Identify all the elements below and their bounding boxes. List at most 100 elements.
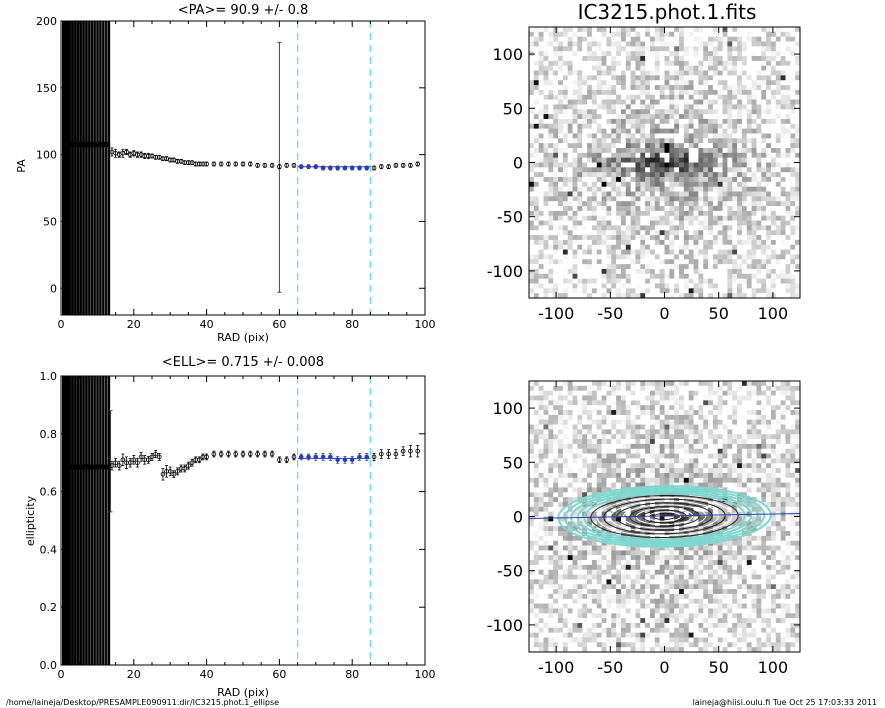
image-pixel — [611, 123, 617, 130]
image-pixel — [727, 419, 733, 425]
image-pixel — [708, 118, 714, 125]
image-pixel — [572, 60, 578, 67]
image-pixel — [654, 210, 661, 217]
image-pixel — [567, 429, 573, 435]
image-pixel — [785, 147, 791, 154]
image-pixel — [703, 273, 709, 280]
image-pixel — [553, 65, 559, 71]
image-pixel — [751, 56, 757, 62]
image-pixel — [751, 293, 757, 299]
image-pixel — [596, 385, 602, 392]
image-pixel — [572, 429, 578, 435]
image-pixel — [746, 196, 753, 202]
image-pixel — [630, 56, 636, 62]
data-point — [262, 163, 268, 168]
image-pixel — [553, 288, 559, 294]
image-pixel — [606, 51, 612, 57]
image-pixel — [558, 186, 564, 192]
image-pixel — [669, 143, 675, 149]
image-pixel — [582, 133, 588, 139]
image-pixel — [698, 239, 704, 246]
image-pixel — [674, 133, 680, 139]
data-point — [226, 451, 231, 457]
image-pixel — [548, 225, 554, 231]
image-pixel — [790, 215, 796, 221]
image-pixel — [688, 472, 694, 479]
image-pixel — [538, 235, 544, 241]
data-point — [153, 451, 158, 457]
image-pixel — [562, 196, 569, 202]
image-pixel — [679, 114, 685, 120]
image-pixel — [727, 385, 733, 392]
image-pixel — [640, 46, 646, 52]
image-pixel — [587, 482, 593, 488]
image-pixel — [606, 254, 612, 260]
image-pixel — [577, 230, 583, 236]
image-pixel — [790, 273, 796, 280]
image-pixel — [664, 157, 670, 163]
image-pixel — [708, 443, 714, 450]
image-pixel — [761, 230, 767, 236]
image-pixel — [683, 472, 690, 479]
image-pixel — [698, 458, 704, 464]
image-pixel — [558, 27, 564, 33]
image-pixel — [722, 60, 728, 67]
image-pixel — [756, 128, 762, 134]
image-pixel — [669, 235, 675, 241]
image-pixel — [775, 429, 782, 435]
image-pixel — [625, 239, 632, 246]
image-pixel — [708, 143, 714, 149]
image-pixel — [562, 215, 569, 221]
image-pixel — [649, 177, 656, 183]
image-pixel — [567, 60, 573, 67]
image-pixel — [645, 36, 651, 42]
image-pixel — [654, 477, 661, 484]
image-pixel — [577, 220, 583, 226]
image-pixel — [543, 56, 549, 62]
image-pixel — [572, 434, 578, 440]
image-pixel — [577, 157, 583, 163]
image-pixel — [712, 414, 719, 421]
image-pixel — [775, 458, 782, 464]
image-pixel — [674, 410, 680, 416]
image-pixel — [645, 191, 651, 197]
image-pixel — [775, 206, 782, 212]
image-pixel — [693, 249, 699, 255]
image-pixel — [790, 46, 796, 52]
image-pixel — [606, 89, 612, 96]
image-pixel — [669, 36, 675, 42]
image-pixel — [659, 429, 665, 435]
image-pixel — [775, 138, 782, 144]
image-pixel — [703, 468, 709, 474]
image-pixel — [688, 293, 694, 299]
image-pixel — [649, 410, 656, 416]
image-pixel — [567, 381, 573, 387]
image-pixel — [741, 123, 748, 130]
image-pixel — [664, 434, 670, 440]
y-tick-label: 100 — [36, 149, 57, 162]
image-pixel — [732, 167, 738, 173]
image-pixel — [688, 434, 694, 440]
image-pixel — [795, 424, 801, 430]
image-pixel — [669, 405, 675, 411]
image-pixel — [591, 249, 598, 255]
image-pixel — [795, 186, 801, 192]
image-pixel — [645, 157, 651, 163]
image-pixel — [688, 405, 694, 411]
image-pixel — [533, 244, 540, 251]
image-pixel — [562, 410, 569, 416]
image-pixel — [572, 235, 578, 241]
data-point — [255, 451, 260, 457]
image-pixel — [582, 51, 588, 57]
image-pixel — [553, 220, 559, 226]
image-pixel — [558, 381, 564, 387]
image-pixel — [712, 210, 719, 217]
image-pixel — [582, 385, 588, 392]
data-point — [269, 451, 275, 457]
image-pixel — [611, 89, 617, 96]
image-pixel — [766, 215, 772, 221]
image-pixel — [698, 128, 704, 134]
image-pixel — [582, 70, 588, 76]
image-pixel — [606, 99, 612, 105]
image-pixel — [741, 385, 748, 392]
